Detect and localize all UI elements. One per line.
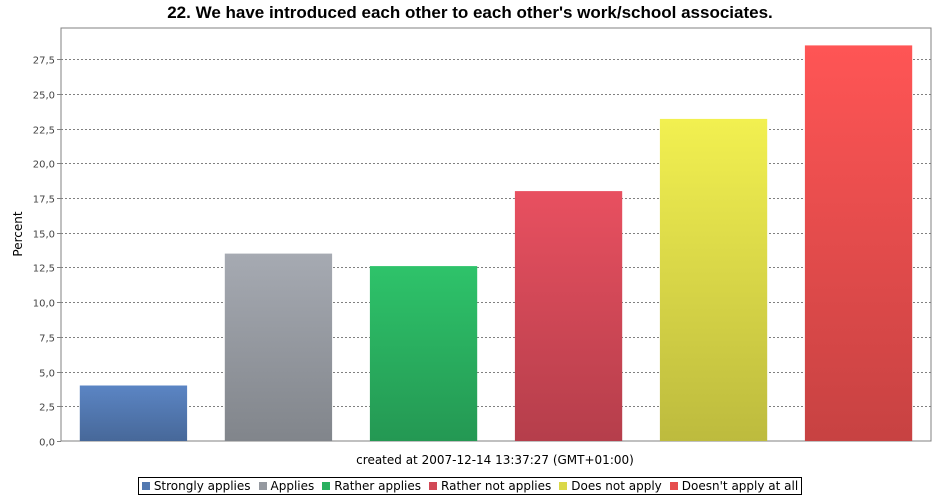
bar-strongly-applies bbox=[79, 385, 188, 441]
legend-swatch bbox=[559, 482, 568, 490]
legend: Strongly applies Applies Rather applies Rat… bbox=[0, 477, 940, 495]
legend-swatch bbox=[141, 482, 150, 490]
bars bbox=[79, 45, 913, 442]
legend-swatch bbox=[322, 482, 331, 490]
y-tick-label: 15,0 bbox=[33, 230, 55, 241]
y-axis-ticks: 0,0 2,5 5,0 7,5 10,0 12,5 15,0 17,5 20,0 22,5 25,0… bbox=[33, 56, 61, 449]
legend-swatch bbox=[429, 482, 438, 490]
legend-label: Applies bbox=[270, 479, 315, 493]
y-tick-label: 2,5 bbox=[39, 403, 55, 414]
created-at-annotation: created at 2007-12-14 13:37:27 (GMT+01:0… bbox=[356, 453, 634, 467]
legend-item: Strongly applies bbox=[141, 479, 251, 493]
legend-label: Strongly applies bbox=[153, 479, 251, 493]
chart-title: 22. We have introduced each other to eac… bbox=[167, 3, 773, 22]
y-tick-label: 25,0 bbox=[33, 91, 55, 102]
y-tick-label: 20,0 bbox=[33, 160, 55, 171]
legend-label: Does not apply bbox=[571, 479, 662, 493]
y-tick-label: 12,5 bbox=[33, 264, 55, 275]
legend-item: Does not apply bbox=[559, 479, 662, 493]
y-tick-label: 0,0 bbox=[39, 438, 55, 449]
y-tick-label: 7,5 bbox=[39, 334, 55, 345]
legend-swatch bbox=[258, 482, 267, 490]
y-tick-label: 10,0 bbox=[33, 299, 55, 310]
grid-lines bbox=[61, 59, 931, 407]
y-tick-label: 22,5 bbox=[33, 126, 55, 137]
y-tick-label: 17,5 bbox=[33, 195, 55, 206]
legend-item: Rather applies bbox=[322, 479, 421, 493]
y-tick-label: 27,5 bbox=[33, 56, 55, 67]
bar-doesn-t-apply-at-all bbox=[804, 45, 913, 442]
bar-does-not-apply bbox=[659, 118, 768, 442]
bar-rather-not-applies bbox=[514, 191, 623, 441]
plot-area bbox=[60, 27, 932, 442]
legend-item: Rather not applies bbox=[429, 479, 551, 493]
legend-label: Rather not applies bbox=[441, 479, 552, 493]
legend-label: Doesn't apply at all bbox=[681, 479, 799, 493]
bar-applies bbox=[224, 253, 333, 441]
legend-swatch bbox=[669, 482, 678, 490]
legend-label: Rather applies bbox=[334, 479, 422, 493]
legend-item: Applies bbox=[258, 479, 315, 493]
y-axis-label: Percent bbox=[11, 211, 25, 256]
legend-item: Doesn't apply at all bbox=[669, 479, 799, 493]
legend-box: Strongly applies Applies Rather applies Rat… bbox=[137, 477, 803, 495]
y-tick-label: 5,0 bbox=[39, 369, 55, 380]
bar-rather-applies bbox=[369, 266, 478, 441]
